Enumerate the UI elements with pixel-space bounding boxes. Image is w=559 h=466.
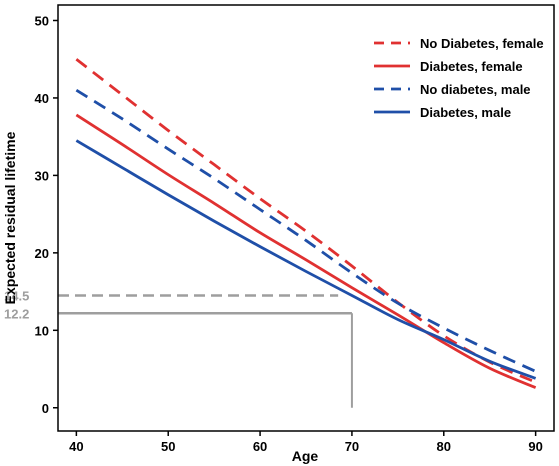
- legend-entry-label: No diabetes, male: [420, 82, 531, 97]
- y-tick-label: 20: [35, 246, 49, 261]
- series-line-diabetes-female: [75, 113, 537, 389]
- reference-label-12.2: 12.2: [4, 306, 29, 321]
- legend-entry-label: Diabetes, female: [420, 59, 523, 74]
- series-lines: [75, 58, 537, 389]
- x-tick-label: 90: [528, 439, 542, 454]
- series-line-no-diabetes-male: [75, 89, 537, 373]
- x-axis-label: Age: [292, 448, 319, 464]
- axes: [53, 4, 555, 436]
- y-tick-label: 50: [35, 13, 49, 28]
- y-tick-label: 30: [35, 168, 49, 183]
- y-axis-label: Expected residual lifetime: [2, 131, 18, 304]
- reference-lines: [58, 294, 353, 408]
- y-tick-label: 0: [42, 401, 49, 416]
- y-tick-label: 40: [35, 91, 49, 106]
- x-tick-label: 80: [437, 439, 451, 454]
- x-tick-label: 60: [253, 439, 267, 454]
- series-line-diabetes-male: [75, 139, 537, 380]
- x-tick-label: 40: [69, 439, 83, 454]
- plot-frame: [57, 4, 555, 432]
- x-tick-label: 50: [161, 439, 175, 454]
- tick-labels: 40 50 60 70 80 90 0 10 20 30 40 50 14.5 12.2: [4, 13, 543, 454]
- legend-entry-label: Diabetes, male: [420, 105, 511, 120]
- x-tick-label: 70: [345, 439, 359, 454]
- reference-label-14.5: 14.5: [4, 288, 29, 303]
- y-tick-label: 10: [35, 323, 49, 338]
- legend: No Diabetes, female Diabetes, female No di…: [374, 36, 544, 120]
- legend-entry-label: No Diabetes, female: [420, 36, 544, 51]
